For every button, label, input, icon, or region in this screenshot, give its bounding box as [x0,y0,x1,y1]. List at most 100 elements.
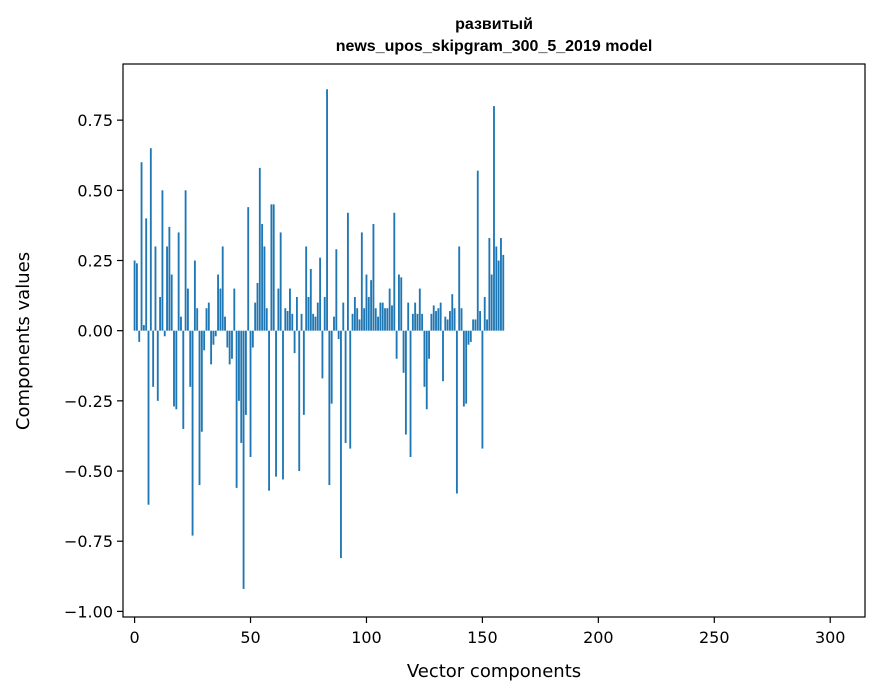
bar [147,330,150,505]
bar [159,296,162,331]
bar [138,330,141,342]
bar [193,260,196,331]
bar [203,330,206,351]
bar [177,232,180,331]
bar [180,316,182,331]
bar [152,330,155,387]
bar [414,302,417,331]
bar [346,212,349,331]
bar [291,313,294,331]
bar [265,308,268,331]
bar [486,319,488,331]
bar [302,330,305,415]
bar [295,296,298,331]
bar [244,330,247,415]
bar [423,330,426,387]
y-axis-ticks: −1.00 −0.75 −0.50 −0.25 0.00 0.25 0.50 0.75 [64,111,123,621]
x-tick-label: 200 [583,628,614,647]
bar [314,316,317,331]
bar [439,302,442,331]
bar [184,190,187,331]
bar [309,268,312,331]
bar [479,311,482,331]
bar [418,288,421,331]
bar [444,316,447,331]
bar [421,313,424,331]
bar [379,302,382,331]
bar [321,330,324,379]
bar [349,330,352,449]
y-tick-label: −0.25 [64,392,113,411]
bar [200,330,203,432]
bar [490,274,493,331]
bar [161,190,164,331]
bar [298,330,301,472]
x-tick-label: 300 [815,628,846,647]
bar [393,212,396,331]
y-tick-label: 0.00 [77,322,113,341]
bar [395,330,398,359]
plot-frame [122,63,866,618]
bar [425,330,428,410]
bar [432,305,435,331]
bar [340,330,342,559]
bar [370,280,373,331]
bar [351,313,354,331]
bar [207,302,210,331]
bar [300,313,303,331]
bar [495,246,498,331]
bar [135,263,138,331]
bar [402,330,405,373]
bar [240,330,243,443]
bar [467,330,470,345]
bar [282,330,284,480]
bar [198,330,201,486]
y-tick-label: 0.75 [77,111,113,130]
bar [409,330,412,457]
bar [391,305,393,331]
bar [212,330,215,345]
bar [312,313,315,331]
bar [407,302,410,331]
bar [263,246,266,331]
bar [275,330,277,477]
bar [307,296,310,331]
y-tick-label: −0.75 [64,532,113,551]
bar [231,330,233,359]
bar [416,313,419,331]
bar [411,313,414,331]
bar [330,330,333,404]
bar [289,288,291,331]
bar [319,257,322,331]
bar [328,330,331,486]
bar [333,316,335,331]
bar [205,308,208,331]
bar [458,246,461,331]
bar [435,311,437,331]
bar [316,302,319,331]
bar [233,288,236,331]
bar [175,330,178,410]
y-tick-label: −0.50 [64,462,113,481]
bar [377,316,379,331]
bar [254,302,257,331]
bar [182,330,185,429]
bar [497,260,500,331]
bar [428,330,430,359]
bar [286,311,289,331]
bar [465,330,468,404]
bar [335,249,338,331]
bar [442,330,444,382]
bar [404,330,407,435]
bar [256,282,259,331]
bar [154,246,157,331]
bar [191,330,194,536]
bar [293,330,296,354]
x-axis-label: Vector components [407,661,581,682]
bar [453,308,456,331]
bar [219,288,222,331]
bar [145,218,148,331]
bar [342,302,345,331]
x-tick-label: 100 [351,628,382,647]
bar [149,148,152,331]
